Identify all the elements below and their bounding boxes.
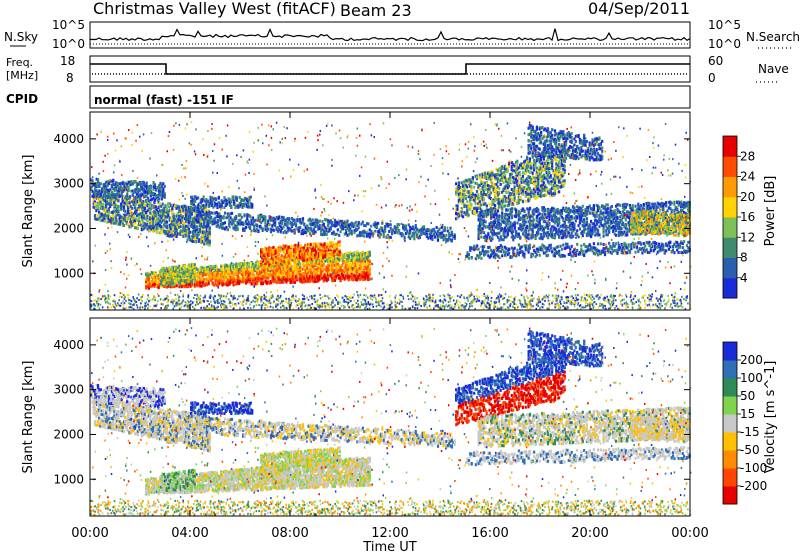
freq-tick-low: 8 [66,71,74,85]
y-tick-label: 3000 [53,383,84,397]
colorbar-tick-label: 8 [740,251,748,265]
colorbar-swatch [723,237,737,258]
colorbar-swatch [723,378,737,397]
y-tick-label: 2000 [53,221,84,235]
colorbar-tick-label: 4 [740,271,748,285]
colorbar-swatch [723,432,737,451]
x-tick-label: 00:00 [71,526,108,541]
power-panel: 1000 2000 3000 4000 Slant Range [km] [21,112,691,310]
y-tick-label: 1000 [53,472,84,486]
x-tick-label: 04:00 [171,526,208,541]
x-tick-label: 00:00 [671,526,708,541]
power-data [90,121,691,310]
y-tick-label: 4000 [53,338,84,352]
colorbar-tick-label: -200 [740,479,767,493]
colorbar-tick-label: 24 [740,170,755,184]
colorbar-swatch [723,414,737,433]
velocity-y-axis-label: Slant Range [km] [21,361,36,474]
freq-label-1: Freq. [6,56,33,69]
nave-tick-high: 60 [708,54,723,68]
cpid-strip: CPID normal (fast) -151 IF [6,86,690,108]
x-tick-label: 16:00 [471,526,508,541]
nsky-label: N.Sky [4,30,38,44]
colorbar-tick-label: -15 [740,425,760,439]
colorbar-tick-label: 12 [740,230,755,244]
colorbar-swatch [723,468,737,487]
colorbar-swatch [723,197,737,218]
x-tick-label: 12:00 [371,526,408,541]
colorbar-swatch [723,396,737,415]
y-tick-label: 2000 [53,427,84,441]
nave-tick-low: 0 [708,71,716,85]
beam-label: Beam 23 [340,1,412,20]
x-tick-label: 08:00 [271,526,308,541]
nsky-tick-low: 10^0 [52,37,85,51]
power-colorbar-label: Power [dB] [763,176,778,247]
colorbar-tick-label: 200 [740,353,763,367]
colorbar-tick-label: 16 [740,210,755,224]
colorbar-swatch [723,136,737,157]
y-tick-label: 4000 [53,132,84,146]
x-tick-label: 20:00 [571,526,608,541]
colorbar-tick-label: 20 [740,190,755,204]
colorbar-tick-label: -50 [740,443,760,457]
colorbar-swatch [723,278,737,299]
colorbar-swatch [723,486,737,505]
power-y-axis-label: Slant Range [km] [21,155,36,268]
nsearch-label: N.Search [746,30,800,44]
colorbar-swatch [723,360,737,379]
x-axis-label: Time UT [362,540,416,554]
noise-trace [90,29,690,44]
freq-label-2: [MHz] [6,69,38,82]
colorbar-swatch [723,342,737,361]
colorbar-swatch [723,177,737,198]
colorbar-tick-label: 100 [740,371,763,385]
station-title: Christmas Valley West (fitACF) [93,0,336,18]
y-tick-label: 3000 [53,177,84,191]
nave-label: Nave [758,62,789,76]
freq-strip: Freq. [MHz] 18 8 60 0 Nave [6,54,789,85]
freq-tick-high: 18 [60,54,75,68]
colorbar-tick-label: 15 [740,407,755,421]
colorbar-swatch [723,217,737,238]
velocity-data [90,327,691,516]
nsearch-tick-low: 10^0 [708,37,741,51]
colorbar-tick-label: 28 [740,149,755,163]
nsearch-tick-high: 10^5 [708,18,741,32]
freq-trace [90,64,690,74]
noise-strip: N.Sky 10^5 10^0 10^5 10^0 N.Search [4,18,800,51]
velocity-colorbar-label: Velocity [m s^-1] [763,361,778,474]
y-tick-label: 1000 [53,266,84,280]
cpid-label: CPID [6,92,38,106]
colorbar-swatch [723,156,737,177]
cpid-text: normal (fast) -151 IF [94,93,234,107]
colorbar-tick-label: 50 [740,389,755,403]
power-colorbar: 4 8 12 16 20 24 28 [723,136,755,299]
nsky-tick-high: 10^5 [52,18,85,32]
velocity-panel: 1000 2000 3000 4000 Slant Range [km] [21,318,691,516]
colorbar-swatch [723,258,737,279]
colorbar-swatch [723,450,737,469]
date-label: 04/Sep/2011 [588,0,690,18]
